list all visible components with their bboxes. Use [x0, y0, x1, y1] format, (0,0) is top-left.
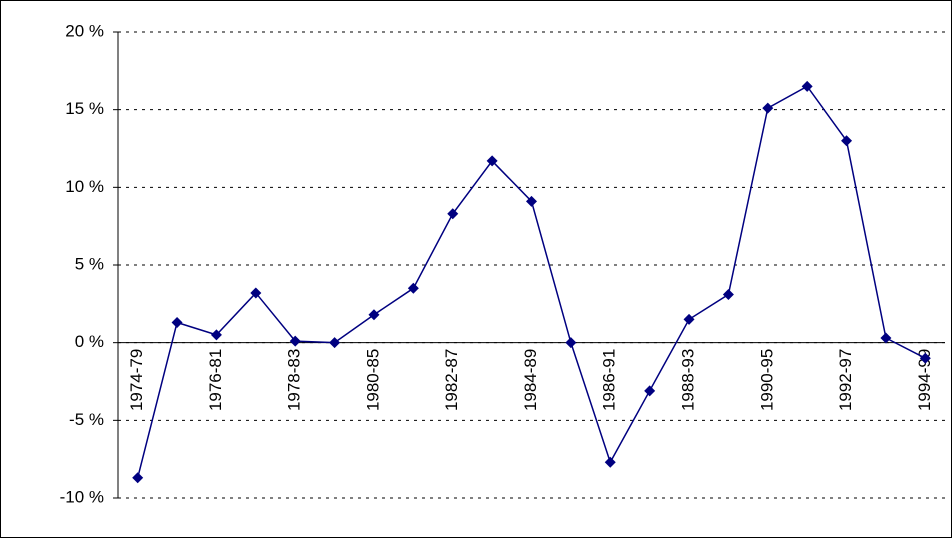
point-marker [644, 385, 656, 397]
point-marker [447, 208, 459, 220]
x-tick-label: 1976-81 [206, 349, 225, 411]
point-marker [762, 102, 774, 114]
x-tick-label: 1990-95 [757, 349, 776, 411]
point-marker [841, 135, 853, 147]
x-tick-label: 1974-79 [127, 349, 146, 411]
point-marker [289, 335, 301, 347]
point-marker [526, 195, 537, 207]
x-tick-label: 1992-97 [836, 349, 855, 411]
point-marker [801, 80, 813, 92]
y-tick-label: 0 % [75, 332, 104, 351]
point-marker [329, 337, 341, 349]
y-tick-label: 15 % [65, 99, 104, 118]
x-tick-label: 1988-93 [679, 349, 698, 411]
point-marker [250, 287, 262, 299]
x-tick-label: 1986-91 [600, 349, 619, 411]
point-marker [565, 337, 577, 349]
point-marker [132, 472, 144, 484]
x-tick-label: 1994-99 [915, 349, 934, 411]
y-tick-label: 10 % [65, 177, 104, 196]
x-tick-label: 1980-85 [363, 349, 382, 411]
point-marker [722, 289, 734, 301]
point-marker [171, 316, 183, 328]
y-tick-label: 5 % [75, 254, 104, 273]
point-marker [210, 329, 222, 341]
point-marker [683, 313, 695, 325]
point-marker [368, 309, 380, 321]
y-tick-label: -10 % [60, 487, 104, 506]
point-marker [880, 332, 892, 344]
x-tick-label: 1978-83 [285, 349, 304, 411]
y-tick-label: -5 % [69, 410, 104, 429]
x-tick-label: 1984-89 [521, 349, 540, 411]
point-marker [604, 456, 616, 468]
x-tick-label: 1982-87 [442, 349, 461, 411]
point-marker [919, 352, 931, 364]
point-marker [486, 155, 498, 167]
y-tick-label: 20 % [65, 21, 104, 40]
point-marker [407, 282, 419, 294]
